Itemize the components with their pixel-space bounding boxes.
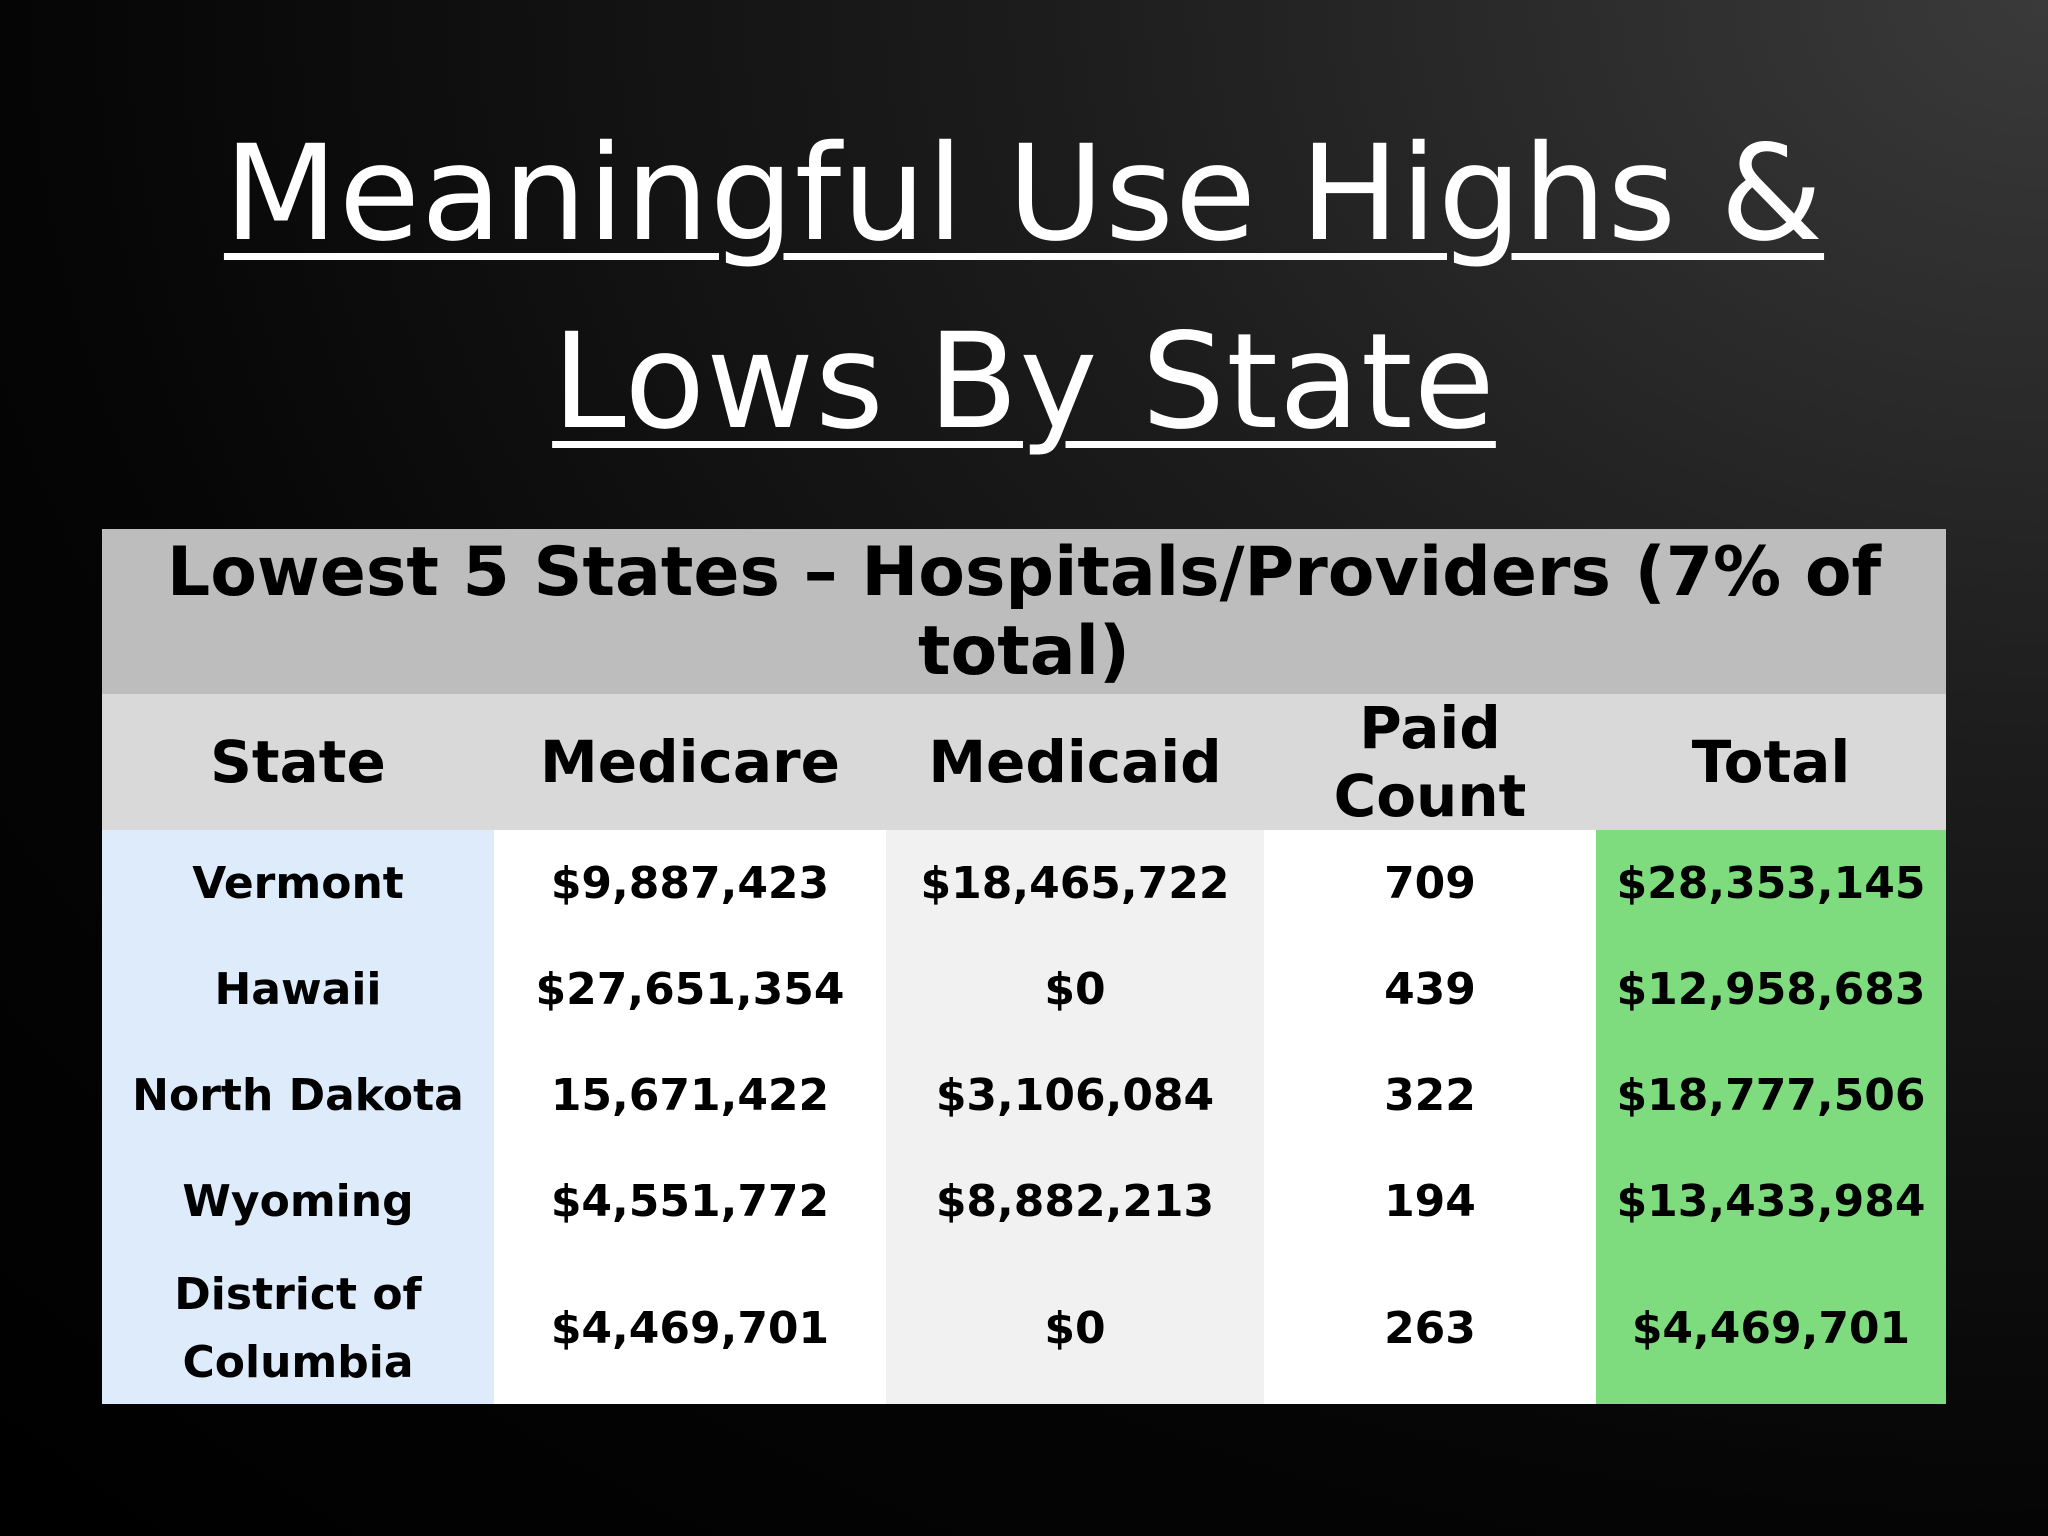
table-caption-row: Lowest 5 States – Hospitals/Providers (7… — [102, 529, 1946, 694]
cell-medicaid: $0 — [886, 1254, 1264, 1404]
cell-state: Hawaii — [102, 936, 494, 1042]
cell-state: District of Columbia — [102, 1254, 494, 1404]
cell-total: $18,777,506 — [1596, 1042, 1946, 1148]
table-row: Wyoming $4,551,772 $8,882,213 194 $13,43… — [102, 1148, 1946, 1254]
cell-state: Wyoming — [102, 1148, 494, 1254]
cell-medicaid: $8,882,213 — [886, 1148, 1264, 1254]
slide-title-line-2: Lows By State — [552, 305, 1496, 459]
column-header-state: State — [102, 694, 494, 830]
cell-medicare: $4,551,772 — [494, 1148, 886, 1254]
cell-medicaid: $0 — [886, 936, 1264, 1042]
cell-total: $4,469,701 — [1596, 1254, 1946, 1404]
cell-paid-count: 263 — [1264, 1254, 1596, 1404]
cell-medicare: 15,671,422 — [494, 1042, 886, 1148]
column-header-medicare: Medicare — [494, 694, 886, 830]
cell-medicare: $4,469,701 — [494, 1254, 886, 1404]
cell-medicare: $9,887,423 — [494, 830, 886, 936]
cell-paid-count: 709 — [1264, 830, 1596, 936]
table-caption: Lowest 5 States – Hospitals/Providers (7… — [102, 529, 1946, 694]
table-row: Vermont $9,887,423 $18,465,722 709 $28,3… — [102, 830, 1946, 936]
column-header-paid-count: Paid Count — [1264, 694, 1596, 830]
cell-state-line-1: District of — [174, 1269, 422, 1320]
cell-paid-count: 322 — [1264, 1042, 1596, 1148]
table-row: Hawaii $27,651,354 $0 439 $12,958,683 — [102, 936, 1946, 1042]
table-row: District of Columbia $4,469,701 $0 263 $4… — [102, 1254, 1946, 1404]
cell-medicaid: $18,465,722 — [886, 830, 1264, 936]
table-row: North Dakota 15,671,422 $3,106,084 322 $… — [102, 1042, 1946, 1148]
states-table-container: Lowest 5 States – Hospitals/Providers (7… — [102, 529, 1946, 1404]
cell-paid-count: 439 — [1264, 936, 1596, 1042]
cell-state: North Dakota — [102, 1042, 494, 1148]
slide-title: Meaningful Use Highs & Lows By State — [0, 100, 2048, 476]
column-header-total: Total — [1596, 694, 1946, 830]
column-header-medicaid: Medicaid — [886, 694, 1264, 830]
cell-state: Vermont — [102, 830, 494, 936]
cell-paid-count: 194 — [1264, 1148, 1596, 1254]
lowest-states-table: Lowest 5 States – Hospitals/Providers (7… — [102, 529, 1946, 1404]
cell-total: $28,353,145 — [1596, 830, 1946, 936]
cell-medicaid: $3,106,084 — [886, 1042, 1264, 1148]
slide-title-line-1: Meaningful Use Highs & — [223, 117, 1825, 271]
cell-state-line-2: Columbia — [182, 1337, 414, 1388]
cell-medicare: $27,651,354 — [494, 936, 886, 1042]
table-header-row: State Medicare Medicaid Paid Count Total — [102, 694, 1946, 830]
cell-total: $12,958,683 — [1596, 936, 1946, 1042]
cell-total: $13,433,984 — [1596, 1148, 1946, 1254]
